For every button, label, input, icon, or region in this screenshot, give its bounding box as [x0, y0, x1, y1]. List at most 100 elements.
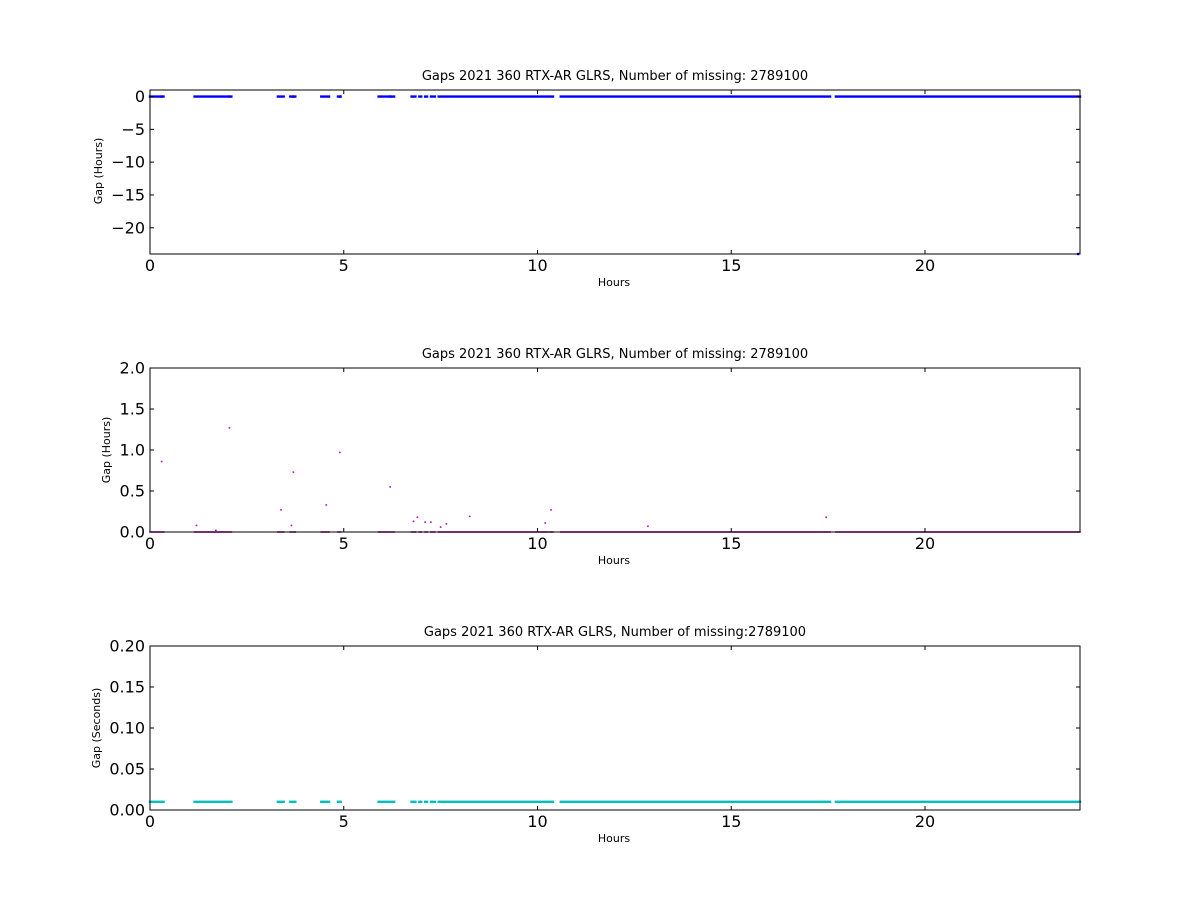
- panel-3-title: Gaps 2021 360 RTX-AR GLRS, Number of mis…: [424, 625, 806, 640]
- panel-1-plot: 0 5 10 15 20 0 −5 −10 −15 −20: [111, 87, 1082, 275]
- data-run-10: [423, 800, 429, 803]
- data-point-20: [647, 525, 649, 528]
- data-point-7: [292, 471, 295, 473]
- y-tick-label: 0.20: [109, 637, 145, 656]
- panel-3-plot: 0 5 10 15 20 0.00 0.05 0.10 0.15 0.20: [109, 637, 1082, 831]
- data-run-11: [429, 95, 437, 98]
- y-tick-label: −20: [111, 218, 145, 237]
- data-point-17: [468, 515, 471, 518]
- data-run-12: [437, 95, 549, 98]
- panel-1-ylabel: Gap (Hours): [92, 138, 105, 205]
- axes-frame: [149, 89, 1081, 255]
- x-tick-label: 0: [145, 534, 155, 553]
- y-tick-label: 0.15: [109, 678, 145, 697]
- data-point-4: [228, 427, 231, 429]
- data-point-5: [280, 509, 282, 511]
- data-point-6: [290, 524, 293, 527]
- data-point-2: [228, 95, 231, 98]
- data-point-8: [325, 504, 328, 506]
- x-tick-label: 15: [721, 256, 741, 275]
- y-tick-label: −10: [111, 153, 145, 172]
- data-point-10: [389, 486, 392, 488]
- data-run-14: [559, 95, 832, 98]
- data-point-1: [160, 460, 163, 463]
- panel-1: Gaps 2021 360 RTX-AR GLRS, Number of mis…: [92, 69, 1082, 289]
- x-tick-label: 10: [527, 534, 547, 553]
- y-tick-label: 0.5: [120, 482, 145, 501]
- data-point-3: [292, 95, 295, 98]
- data-run-2: [193, 800, 233, 803]
- y-tick-label: 0.10: [109, 719, 145, 738]
- y-tick-label: 1.0: [120, 441, 145, 460]
- x-tick-label: 20: [915, 256, 935, 275]
- panel-2: Gaps 2021 360 RTX-AR GLRS, Number of mis…: [100, 347, 1081, 567]
- data-point-14: [430, 521, 432, 523]
- data-run-10: [423, 95, 429, 98]
- data-point-4: [338, 95, 342, 98]
- data-run-3: [276, 95, 285, 98]
- data-point-2: [195, 524, 198, 527]
- panel-1-title: Gaps 2021 360 RTX-AR GLRS, Number of mis…: [422, 69, 808, 84]
- data-run-8: [410, 95, 417, 98]
- panel-2-ylabel: Gap (Hours): [100, 417, 113, 484]
- data-point-18: [544, 522, 547, 524]
- data-run-7: [377, 800, 396, 803]
- data-point-5: [389, 95, 392, 98]
- data-point-21: [825, 516, 827, 519]
- data-point-13: [424, 521, 426, 523]
- data-point-1: [160, 95, 163, 98]
- y-tick-label: 0.0: [120, 523, 145, 542]
- data-run-13: [547, 800, 555, 803]
- x-tick-label: 0: [145, 812, 155, 831]
- data-point-3: [215, 529, 217, 532]
- x-tick-label: 5: [339, 534, 349, 553]
- data-point-19: [550, 509, 552, 511]
- x-tick-label: 5: [339, 812, 349, 831]
- data-run-2: [193, 95, 233, 98]
- panel-2-plot: 0 5 10 15 20 0.0 0.5 1.0 1.5 2.0: [120, 359, 1081, 553]
- data-point-15: [439, 526, 442, 528]
- data-run-5: [320, 800, 331, 803]
- panel-3: Gaps 2021 360 RTX-AR GLRS, Number of mis…: [90, 625, 1082, 845]
- y-tick-label: 1.5: [120, 400, 145, 419]
- data-run-8: [410, 800, 417, 803]
- y-tick-label: −5: [121, 120, 145, 139]
- x-tick-label: 5: [339, 256, 349, 275]
- data-run-5: [320, 95, 331, 98]
- panel-3-ylabel: Gap (Seconds): [90, 688, 103, 769]
- data-run-3: [276, 800, 285, 803]
- data-run-15: [834, 95, 1082, 98]
- data-run-1: [148, 800, 165, 803]
- panel-3-xlabel: Hours: [598, 832, 630, 845]
- x-tick-label: 15: [721, 534, 741, 553]
- panel-2-xlabel: Hours: [598, 554, 630, 567]
- data-run-15: [834, 800, 1082, 803]
- x-tick-label: 20: [915, 812, 935, 831]
- data-run-9: [418, 800, 423, 803]
- data-run-9: [418, 95, 423, 98]
- y-tick-label: 0: [135, 87, 145, 106]
- data-run-1: [148, 95, 165, 98]
- x-tick-label: 15: [721, 812, 741, 831]
- y-tick-label: 0.05: [109, 760, 145, 779]
- y-tick-label: −15: [111, 185, 145, 204]
- panel-1-xlabel: Hours: [598, 276, 630, 289]
- y-tick-label: 0.00: [109, 801, 145, 820]
- data-run-12: [437, 800, 549, 803]
- data-run-6: [336, 800, 342, 803]
- data-run-7: [377, 95, 396, 98]
- x-tick-label: 10: [527, 812, 547, 831]
- data-point-16: [445, 523, 448, 525]
- data-run-4: [289, 800, 297, 803]
- data-point-9: [339, 451, 341, 454]
- x-tick-label: 20: [915, 534, 935, 553]
- data-run-14: [559, 800, 832, 803]
- data-run-13: [547, 95, 555, 98]
- data-run-11: [429, 800, 437, 803]
- data-point-12: [416, 516, 419, 519]
- x-tick-label: 10: [527, 256, 547, 275]
- y-tick-label: 2.0: [120, 359, 145, 378]
- panel-2-title: Gaps 2021 360 RTX-AR GLRS, Number of mis…: [422, 347, 808, 362]
- data-point-11: [412, 520, 415, 523]
